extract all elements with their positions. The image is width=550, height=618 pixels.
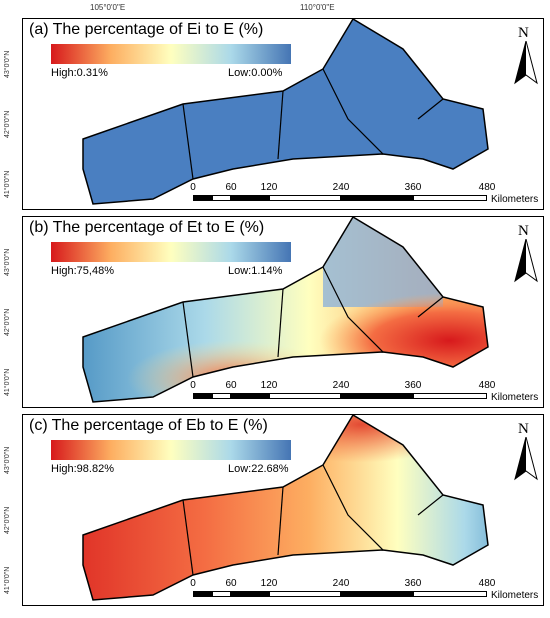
scale-label: 0 xyxy=(190,380,196,391)
scale-segment xyxy=(212,195,231,201)
north-arrow-icon xyxy=(514,41,538,85)
scale-label: 240 xyxy=(332,182,350,193)
north-arrow: N xyxy=(513,223,539,283)
scale-segment xyxy=(231,393,269,399)
scale-segment xyxy=(231,591,269,597)
scale-segment xyxy=(212,591,231,597)
scale-label: 60 xyxy=(225,578,237,589)
scale-label: 360 xyxy=(404,182,422,193)
legend-high-label: High:98.82% xyxy=(51,463,114,475)
scale-segment xyxy=(193,195,212,201)
scale-segment xyxy=(341,195,413,201)
scale-bar: 0 60 120 240 360 480 Kilometers xyxy=(190,182,538,207)
scale-label: 240 xyxy=(332,578,350,589)
scale-segment xyxy=(231,195,269,201)
scale-label: 480 xyxy=(478,182,496,193)
map-panel-b: (b) The percentage of Et to E (%) High:75… xyxy=(22,216,544,408)
scale-label: 120 xyxy=(260,182,278,193)
map-panel-c: (c) The percentage of Eb to E (%) High:98… xyxy=(22,414,544,606)
scale-segment xyxy=(413,591,487,597)
scale-unit: Kilometers xyxy=(491,590,539,601)
panel-title: (c) The percentage of Eb to E (%) xyxy=(29,417,268,434)
north-arrow: N xyxy=(513,25,539,85)
legend-low-label: Low:22.68% xyxy=(228,463,289,475)
longitude-label: 110°0'0"E xyxy=(300,3,335,12)
scale-segment xyxy=(212,393,231,399)
legend-low-label: Low:0.00% xyxy=(228,67,283,79)
scale-unit: Kilometers xyxy=(491,392,539,403)
legend-low-label: Low:1.14% xyxy=(228,265,283,277)
latitude-label: 42°0'0"N xyxy=(4,110,11,138)
north-arrow-icon xyxy=(514,239,538,283)
north-arrow: N xyxy=(513,421,539,481)
scale-segment xyxy=(341,591,413,597)
scale-label: 60 xyxy=(225,380,237,391)
latitude-label: 43°0'0"N xyxy=(4,446,11,474)
latitude-label: 43°0'0"N xyxy=(4,50,11,78)
latitude-label: 41°0'0"N xyxy=(4,170,11,198)
scale-bar: 0 60 120 240 360 480 Kilometers xyxy=(190,578,538,603)
scale-segment xyxy=(269,393,341,399)
map-panel-a: (a) The percentage of Ei to E (%) High:0.… xyxy=(22,18,544,210)
legend-high-label: High:75,48% xyxy=(51,265,114,277)
latitude-label: 41°0'0"N xyxy=(4,368,11,396)
scale-segment xyxy=(413,195,487,201)
scale-segment xyxy=(269,195,341,201)
latitude-label: 42°0'0"N xyxy=(4,308,11,336)
panel-title: (b) The percentage of Et to E (%) xyxy=(29,219,265,236)
latitude-axis-a: 43°0'0"N 42°0'0"N 41°0'0"N xyxy=(0,18,22,208)
scale-unit: Kilometers xyxy=(491,194,539,205)
latitude-axis-c: 43°0'0"N 42°0'0"N 41°0'0"N xyxy=(0,414,22,604)
top-longitude-axis: 105°0'0"E 110°0'0"E xyxy=(0,0,550,18)
latitude-label: 43°0'0"N xyxy=(4,248,11,276)
scale-label: 0 xyxy=(190,182,196,193)
latitude-axis-b: 43°0'0"N 42°0'0"N 41°0'0"N xyxy=(0,216,22,406)
latitude-label: 42°0'0"N xyxy=(4,506,11,534)
legend-color-ramp xyxy=(51,44,291,64)
scale-segment xyxy=(193,393,212,399)
longitude-label: 105°0'0"E xyxy=(90,3,126,12)
legend-color-ramp xyxy=(51,440,291,460)
scale-label: 360 xyxy=(404,380,422,391)
scale-label: 120 xyxy=(260,380,278,391)
panel-title: (a) The percentage of Ei to E (%) xyxy=(29,21,264,38)
scale-label: 120 xyxy=(260,578,278,589)
legend-high-label: High:0.31% xyxy=(51,67,108,79)
north-arrow-icon xyxy=(514,437,538,481)
scale-segment xyxy=(341,393,413,399)
scale-segment xyxy=(413,393,487,399)
scale-label: 0 xyxy=(190,578,196,589)
scale-label: 360 xyxy=(404,578,422,589)
scale-label: 60 xyxy=(225,182,237,193)
scale-bar: 0 60 120 240 360 480 Kilometers xyxy=(190,380,538,405)
scale-label: 480 xyxy=(478,380,496,391)
legend-color-ramp xyxy=(51,242,291,262)
scale-label: 480 xyxy=(478,578,496,589)
scale-label: 240 xyxy=(332,380,350,391)
scale-segment xyxy=(269,591,341,597)
scale-segment xyxy=(193,591,212,597)
latitude-label: 41°0'0"N xyxy=(4,566,11,594)
